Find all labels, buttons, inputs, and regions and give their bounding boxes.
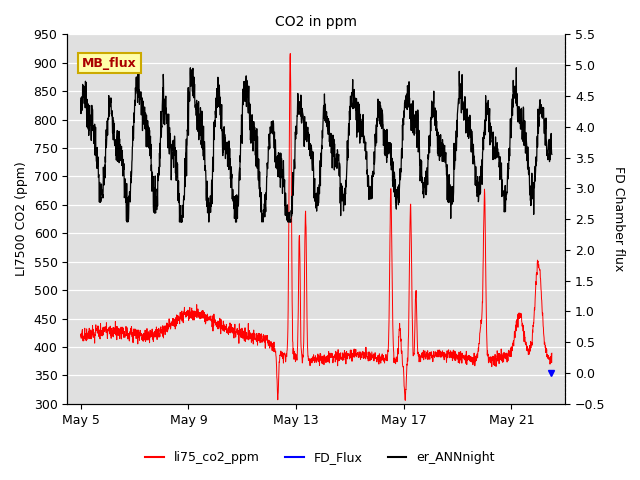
Y-axis label: LI7500 CO2 (ppm): LI7500 CO2 (ppm)	[15, 162, 28, 276]
Legend: li75_co2_ppm, FD_Flux, er_ANNnight: li75_co2_ppm, FD_Flux, er_ANNnight	[140, 446, 500, 469]
Text: MB_flux: MB_flux	[82, 57, 137, 70]
Y-axis label: FD Chamber flux: FD Chamber flux	[612, 167, 625, 272]
Title: CO2 in ppm: CO2 in ppm	[275, 15, 357, 29]
